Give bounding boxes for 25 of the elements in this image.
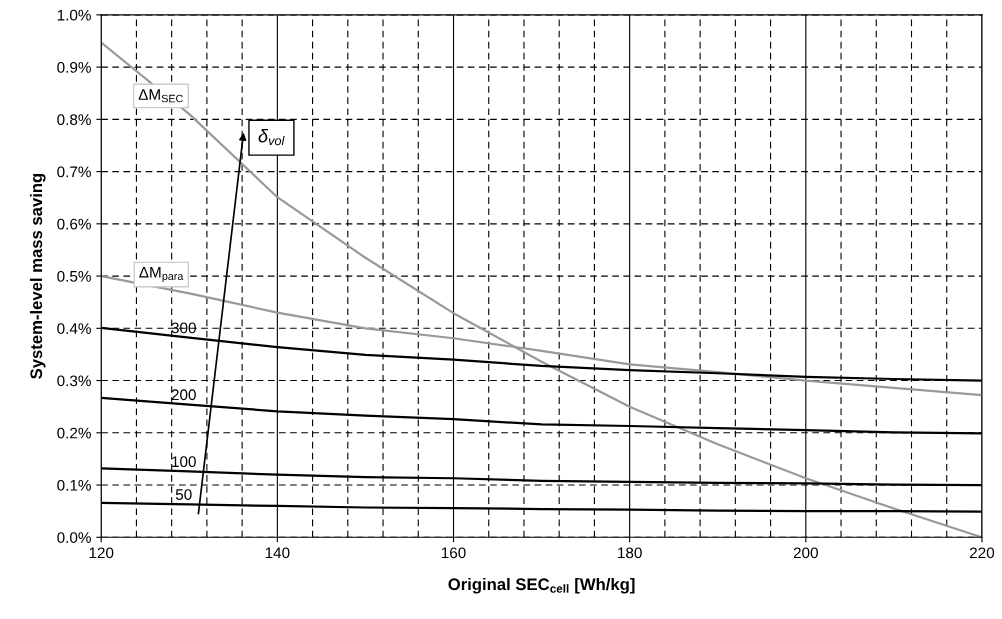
x-tick-label: 120	[89, 547, 114, 559]
y-tick-label: 0.6%	[57, 218, 91, 230]
series-label: 100	[172, 456, 196, 468]
y-tick-label: 0.8%	[57, 114, 91, 126]
series-label: ΔM$_{SEC}$	[138, 89, 183, 103]
y-tick-label: 0.0%	[57, 532, 91, 543]
annotation: δ$_{vol}$	[258, 129, 285, 146]
y-tick-label: 0.9%	[57, 61, 91, 73]
series-label: ΔM$_{para}$	[139, 266, 184, 283]
series-label: 200	[171, 389, 196, 401]
x-tick-label: 140	[265, 547, 290, 559]
y-axis-title: System-level mass saving	[29, 173, 46, 379]
y-tick-label: 0.5%	[57, 270, 91, 282]
x-axis-title: Original SEC$_{cell}$ [Wh/kg]	[448, 577, 635, 594]
x-tick-label: 220	[969, 547, 995, 559]
x-tick-label: 200	[793, 547, 818, 559]
series-label: 50	[175, 489, 192, 500]
x-tick-label: 160	[441, 547, 466, 559]
y-tick-label: 0.7%	[57, 166, 91, 178]
x-tick-label: 180	[618, 547, 642, 559]
y-tick-label: 0.1%	[57, 479, 91, 491]
y-tick-label: 0.2%	[57, 427, 91, 439]
y-tick-label: 1.0%	[57, 9, 91, 21]
y-tick-label: 0.3%	[57, 375, 91, 387]
y-tick-label: 0.4%	[57, 323, 91, 334]
